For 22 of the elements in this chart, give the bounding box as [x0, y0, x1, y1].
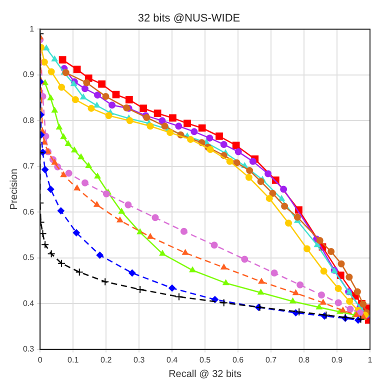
y-tick-label: 0.9	[22, 70, 35, 80]
x-tick-label: 0.5	[200, 355, 212, 364]
x-tick-label: 0.6	[232, 355, 244, 364]
y-tick-label: 0.4	[22, 298, 35, 308]
y-axis-title: Precision	[8, 168, 20, 210]
y-tick-label: 0.5	[22, 253, 35, 262]
x-tick-label: 1	[368, 355, 373, 364]
x-tick-label: 0	[38, 355, 43, 364]
x-tick-label: 0.7	[265, 355, 278, 364]
x-tick-label: 0.4	[166, 355, 178, 364]
x-tick-label: 0.9	[331, 355, 344, 364]
y-tick-label: 0.8	[22, 116, 35, 125]
x-axis-title: Recall @ 32 bits	[168, 368, 242, 380]
x-tick-label: 0.8	[298, 355, 310, 364]
chart-title: 32 bits @NUS-WIDE	[138, 12, 240, 25]
y-tick-label: 1	[30, 24, 35, 34]
x-tick-label: 0.2	[100, 355, 112, 364]
x-tick-label: 0.1	[68, 355, 80, 364]
y-tick-label: 0.6	[22, 207, 35, 216]
x-tick-label: 0.3	[134, 355, 146, 364]
y-tick-label: 0.3	[22, 344, 35, 354]
y-tick-label: 0.7	[22, 162, 35, 171]
